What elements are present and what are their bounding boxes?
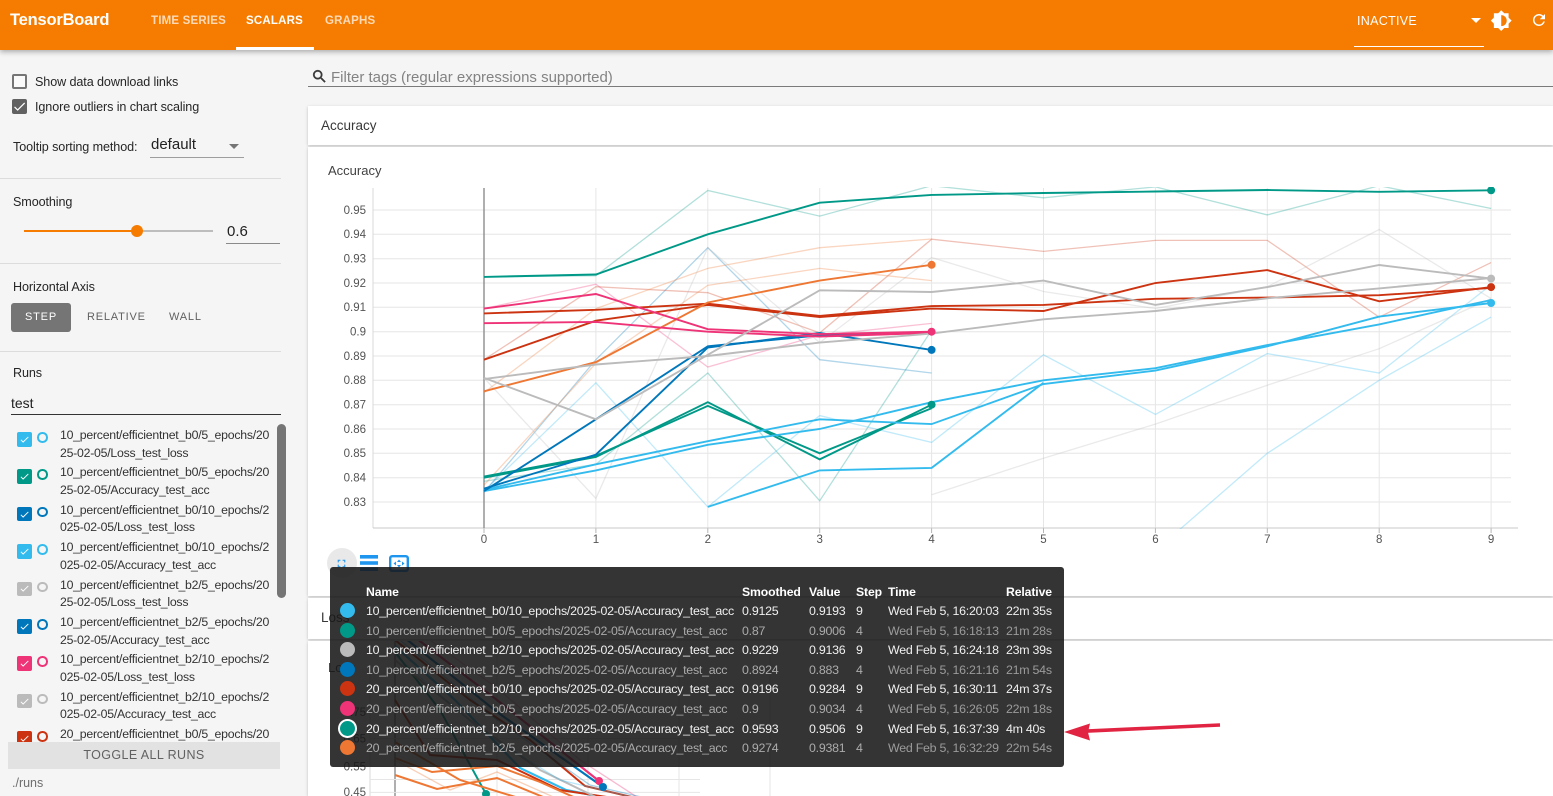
svg-text:0.9: 0.9 bbox=[350, 327, 366, 339]
svg-text:0.95: 0.95 bbox=[344, 205, 366, 217]
svg-text:0.91: 0.91 bbox=[344, 302, 366, 314]
svg-text:1: 1 bbox=[593, 534, 599, 546]
svg-text:0.88: 0.88 bbox=[344, 375, 366, 387]
svg-text:0: 0 bbox=[481, 534, 487, 546]
svg-text:0.87: 0.87 bbox=[344, 400, 366, 412]
svg-text:0.83: 0.83 bbox=[344, 497, 366, 509]
svg-text:0.89: 0.89 bbox=[344, 351, 366, 363]
svg-text:2: 2 bbox=[705, 534, 711, 546]
svg-text:0.93: 0.93 bbox=[344, 254, 366, 266]
svg-text:0.86: 0.86 bbox=[344, 424, 366, 436]
svg-text:3: 3 bbox=[816, 534, 822, 546]
svg-text:6: 6 bbox=[1152, 534, 1158, 546]
svg-text:0.85: 0.85 bbox=[344, 448, 366, 460]
svg-text:8: 8 bbox=[1376, 534, 1382, 546]
svg-text:0.94: 0.94 bbox=[344, 229, 367, 241]
svg-text:0.92: 0.92 bbox=[344, 278, 366, 290]
svg-text:9: 9 bbox=[1488, 534, 1494, 546]
svg-text:0.45: 0.45 bbox=[344, 787, 366, 796]
svg-text:7: 7 bbox=[1264, 534, 1270, 546]
svg-text:5: 5 bbox=[1040, 534, 1046, 546]
svg-text:0.84: 0.84 bbox=[344, 473, 367, 485]
svg-text:4: 4 bbox=[928, 534, 935, 546]
